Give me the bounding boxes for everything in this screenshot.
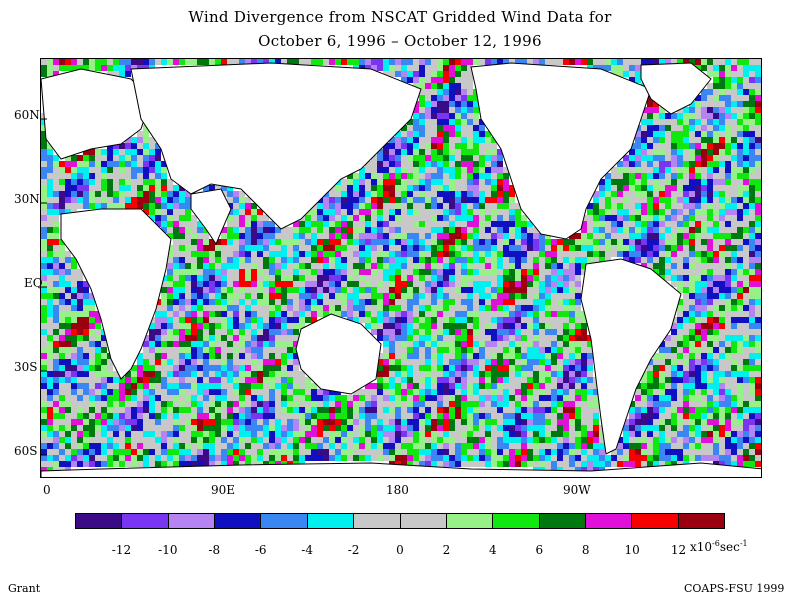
color-legend-box [76,514,123,528]
lat-label-30n: 30N [14,192,40,206]
lat-label-30s: 30S [14,360,38,374]
color-legend-tick-label: 6 [535,543,544,557]
landmass-outline [60,208,172,380]
color-legend-tick-label: -2 [347,543,360,557]
color-legend-box [261,514,308,528]
lat-label-eq: EQ [24,276,43,290]
landmass-outline [580,258,682,455]
author-credit: Grant [8,582,41,595]
color-legend-box [168,514,216,528]
color-legend-box [400,514,447,528]
lat-label-60n: 60N [14,108,40,122]
color-legend-tick-label: -8 [208,543,221,557]
color-legend-tick-label: 2 [442,543,451,557]
landmass-outline [295,313,382,395]
landmass-outline [130,62,422,230]
map-panel [40,58,762,478]
lat-label-60s: 60S [14,444,38,458]
color-legend-bar [75,513,725,529]
color-legend-tick-label: -12 [111,543,132,557]
landmass-outline [41,462,761,477]
lon-label-0: 0 [43,483,51,497]
color-legend-box [632,514,679,528]
color-legend-box [678,514,725,528]
lon-label-180: 180 [386,483,409,497]
landmass-outline [470,62,652,240]
color-legend-box [585,514,633,528]
color-legend-tick-label: 12 [670,543,687,557]
map-title-line1: Wind Divergence from NSCAT Gridded Wind … [188,8,612,26]
color-legend-tick-label: 0 [396,543,404,557]
color-legend-tick-label: -6 [254,543,267,557]
color-legend-box [354,514,401,528]
map-title-line2: October 6, 1996 – October 12, 1996 [258,32,542,50]
lon-label-90w: 90W [563,483,591,497]
landmass-outline [41,68,152,160]
institution-credit: COAPS-FSU 1999 [684,582,785,595]
divergence-field [41,59,761,473]
lon-label-90e: 90E [211,483,236,497]
color-legend-box [307,514,355,528]
color-legend-box [539,514,586,528]
color-legend-tick-label: 4 [489,543,497,557]
color-legend-tick-label: 8 [581,543,590,557]
color-legend-tick-label: -4 [301,543,313,557]
color-legend-box [493,514,540,528]
color-legend-box [215,514,262,528]
color-legend-tick-label: 10 [624,543,640,557]
divergence-map [41,59,761,477]
landmass-outline [190,188,232,246]
color-legend-tick-label: -10 [158,543,178,557]
color-legend-box [446,514,494,528]
color-legend-box [122,514,169,528]
landmass-outline [640,62,712,115]
color-legend-units: x10-6sec-1 [690,539,748,554]
